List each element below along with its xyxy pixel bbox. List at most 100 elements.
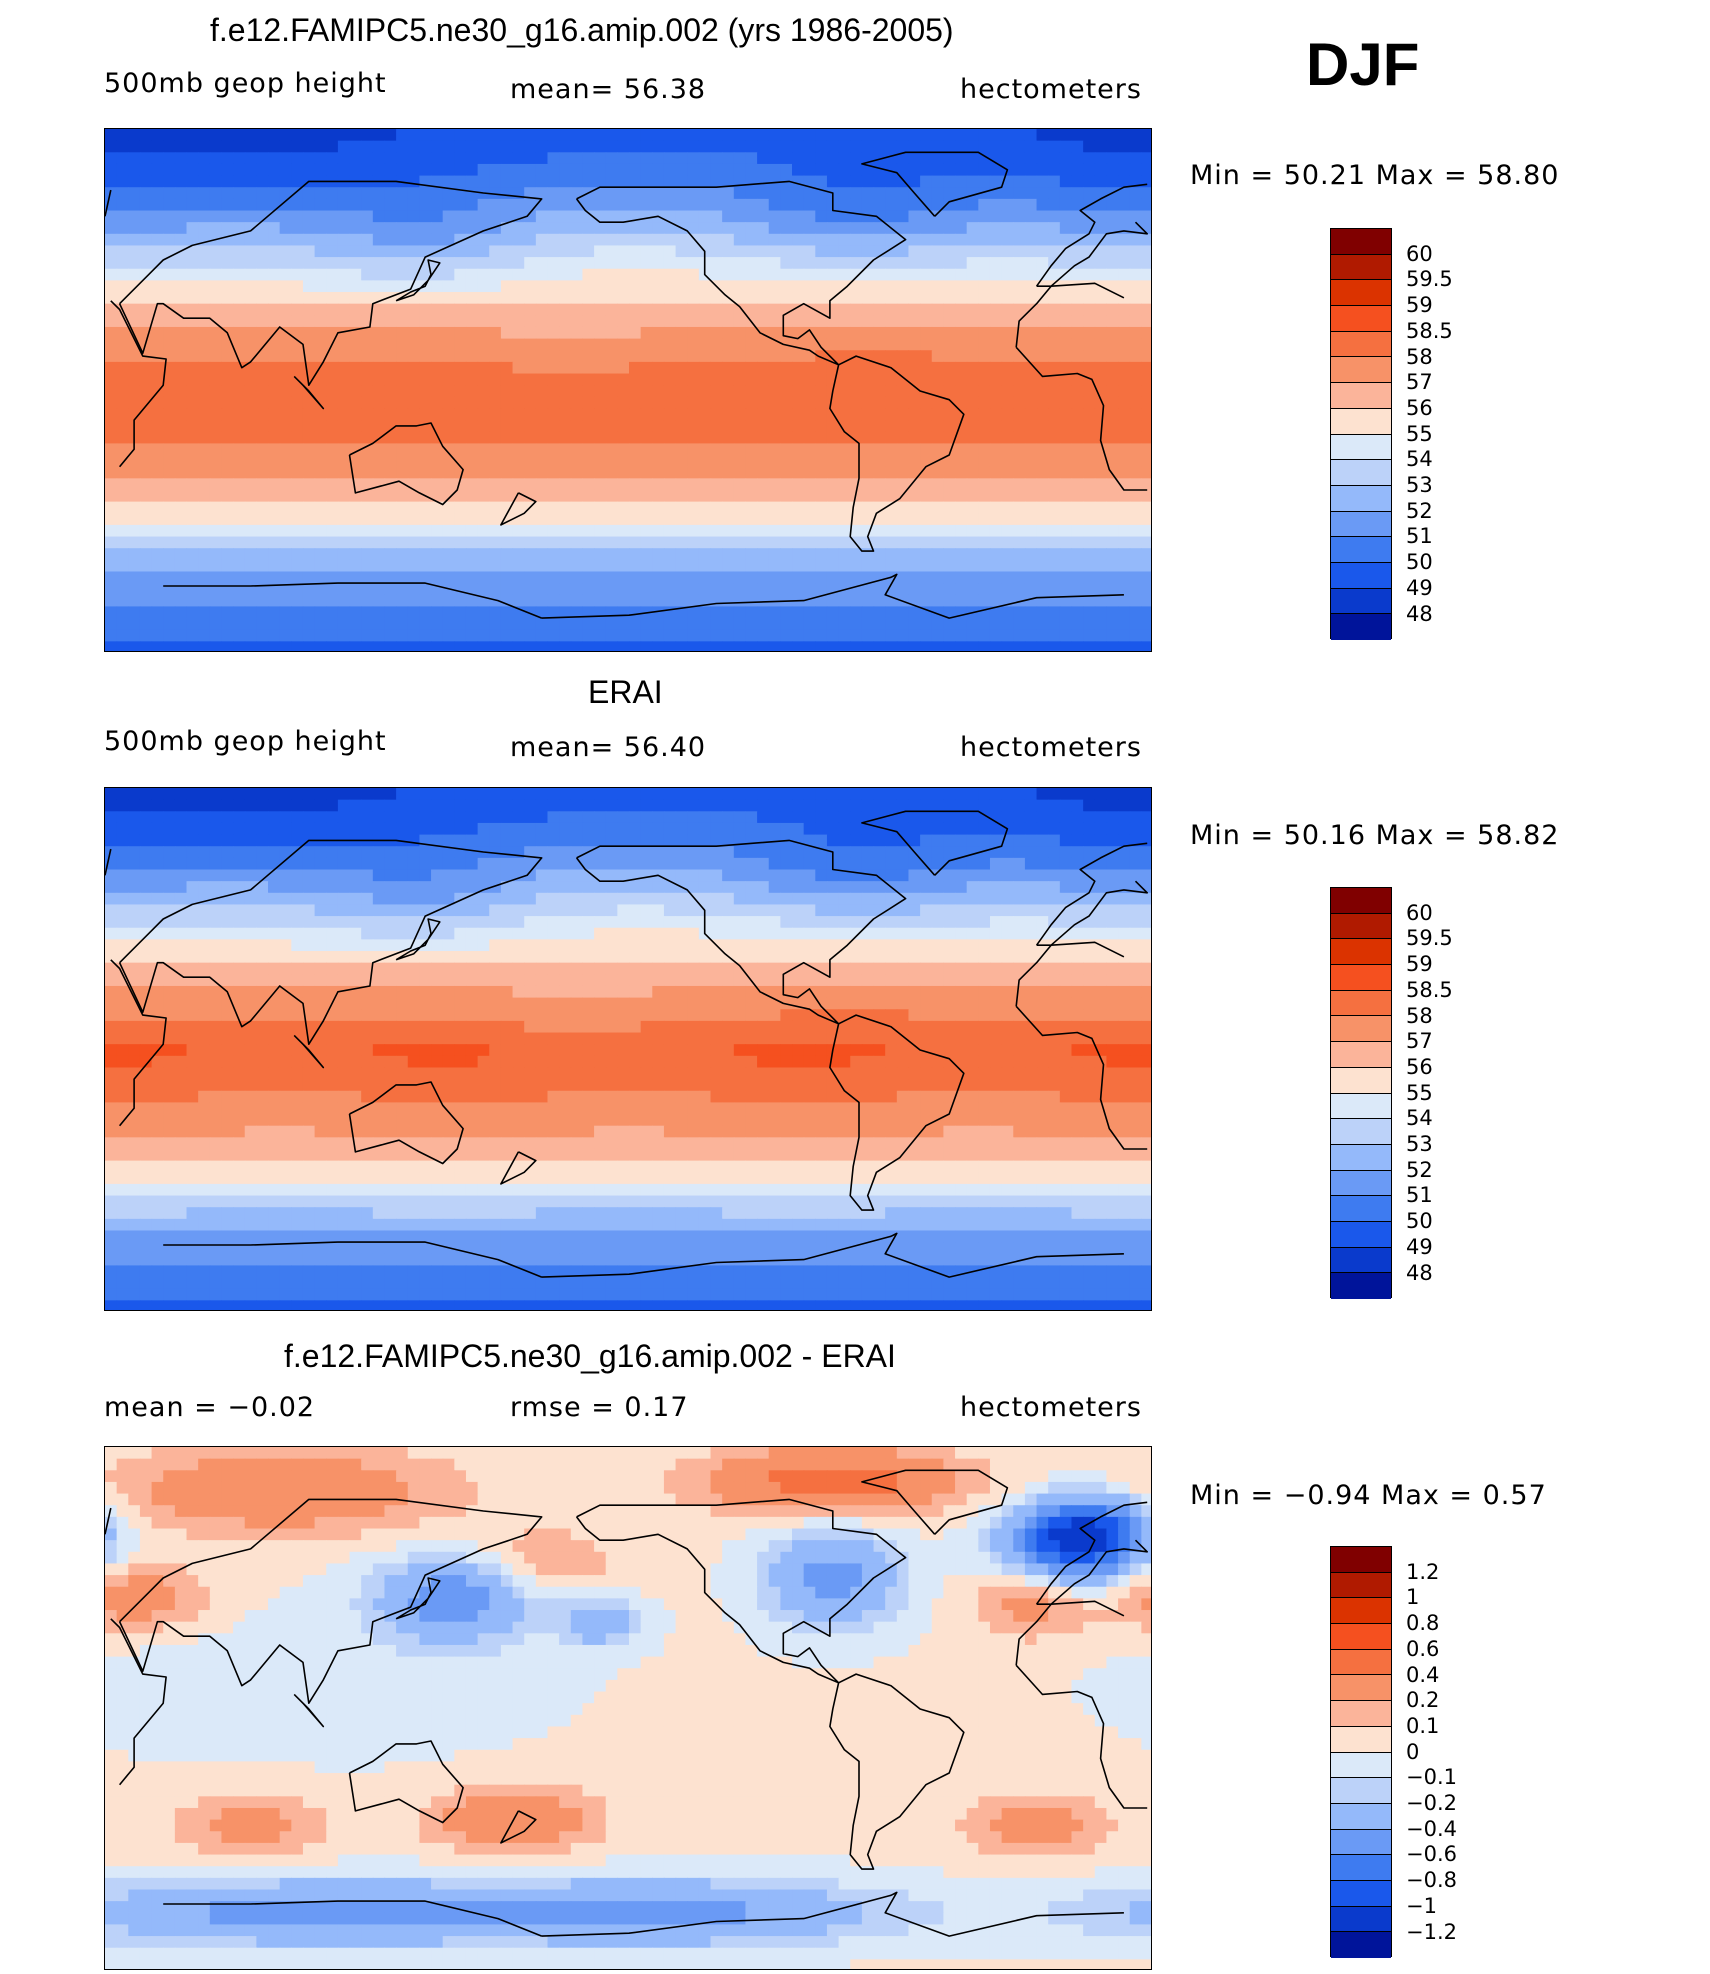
field-cell xyxy=(419,811,432,824)
field-cell xyxy=(629,315,642,328)
field-cell xyxy=(792,466,805,479)
field-cell xyxy=(384,478,397,491)
field-cell xyxy=(1094,788,1108,801)
field-cell xyxy=(454,513,467,526)
field-cell xyxy=(605,292,618,305)
field-cell xyxy=(885,629,898,642)
field-cell xyxy=(431,222,444,235)
field-cell xyxy=(698,198,712,212)
field-cell xyxy=(663,175,677,188)
field-cell xyxy=(198,501,211,514)
field-cell xyxy=(116,233,129,247)
field-cell xyxy=(687,548,700,561)
field-cell xyxy=(302,140,316,153)
field-cell xyxy=(582,233,595,247)
field-cell xyxy=(920,396,933,410)
field-cell xyxy=(233,152,246,165)
field-cell xyxy=(337,268,351,281)
field-cell xyxy=(291,140,304,153)
field-cell xyxy=(582,834,595,847)
field-cell xyxy=(105,175,118,188)
field-cell xyxy=(792,455,805,468)
field-cell xyxy=(1118,571,1131,584)
field-cell xyxy=(221,799,234,812)
field-cell xyxy=(908,548,921,561)
field-cell xyxy=(803,892,816,906)
field-cell xyxy=(768,606,781,619)
field-cell xyxy=(442,478,455,491)
field-cell xyxy=(419,455,432,468)
colorbar-swatch xyxy=(1331,434,1391,461)
field-cell xyxy=(989,857,1003,871)
field-cell xyxy=(943,822,956,836)
field-cell xyxy=(407,571,420,584)
field-cell xyxy=(500,373,514,386)
field-cell xyxy=(349,420,362,433)
colorbar-swatch xyxy=(1331,614,1391,640)
field-cell xyxy=(629,408,642,421)
field-cell xyxy=(547,303,560,316)
field-cell xyxy=(663,408,677,421)
field-cell xyxy=(489,583,502,596)
field-cell xyxy=(1071,559,1084,573)
field-cell xyxy=(955,513,968,526)
field-cell xyxy=(710,641,723,651)
field-cell xyxy=(1106,559,1119,573)
field-cell xyxy=(1036,641,1049,651)
field-cell xyxy=(1024,594,1038,608)
field-cell xyxy=(535,478,549,491)
field-cell xyxy=(1083,478,1096,491)
field-cell xyxy=(116,140,129,153)
field-cell xyxy=(268,163,281,177)
field-cell xyxy=(1129,489,1142,503)
field-cell xyxy=(291,198,304,212)
field-cell xyxy=(279,257,292,270)
field-cell xyxy=(698,303,712,316)
field-cell xyxy=(1118,618,1131,631)
field-cell xyxy=(861,315,875,328)
field-cell xyxy=(1059,501,1073,514)
field-cell xyxy=(978,478,991,491)
field-cell xyxy=(850,129,863,142)
field-cell xyxy=(745,280,758,293)
field-cell xyxy=(500,788,514,801)
field-cell xyxy=(233,257,246,270)
field-cell xyxy=(547,222,560,235)
field-cell xyxy=(128,268,141,281)
field-cell xyxy=(629,233,642,247)
field-cell xyxy=(1141,140,1151,153)
field-cell xyxy=(1013,140,1026,153)
field-cell xyxy=(186,326,199,340)
field-cell xyxy=(384,799,397,812)
field-cell xyxy=(966,536,979,549)
field-cell xyxy=(174,501,188,514)
field-cell xyxy=(687,175,700,188)
field-cell xyxy=(139,788,153,801)
field-cell xyxy=(128,245,141,258)
field-cell xyxy=(733,385,747,398)
field-cell xyxy=(1129,187,1142,200)
field-cell xyxy=(943,431,956,444)
field-cell xyxy=(850,361,863,375)
field-cell xyxy=(361,420,374,433)
field-cell xyxy=(989,548,1003,561)
field-cell xyxy=(1036,846,1049,859)
field-cell xyxy=(1001,420,1014,433)
field-cell xyxy=(675,571,688,584)
field-cell xyxy=(105,583,118,596)
field-cell xyxy=(198,455,211,468)
field-cell xyxy=(710,478,723,491)
field-cell xyxy=(477,373,490,386)
field-cell xyxy=(477,408,490,421)
field-cell xyxy=(1141,548,1151,561)
field-cell xyxy=(256,857,269,871)
field-cell xyxy=(931,187,944,200)
field-cell xyxy=(489,361,502,375)
field-cell xyxy=(570,396,584,410)
field-cell xyxy=(594,869,607,882)
field-cell xyxy=(733,268,747,281)
field-cell xyxy=(792,501,805,514)
field-cell xyxy=(256,834,269,847)
field-cell xyxy=(640,594,653,608)
field-cell xyxy=(861,834,875,847)
